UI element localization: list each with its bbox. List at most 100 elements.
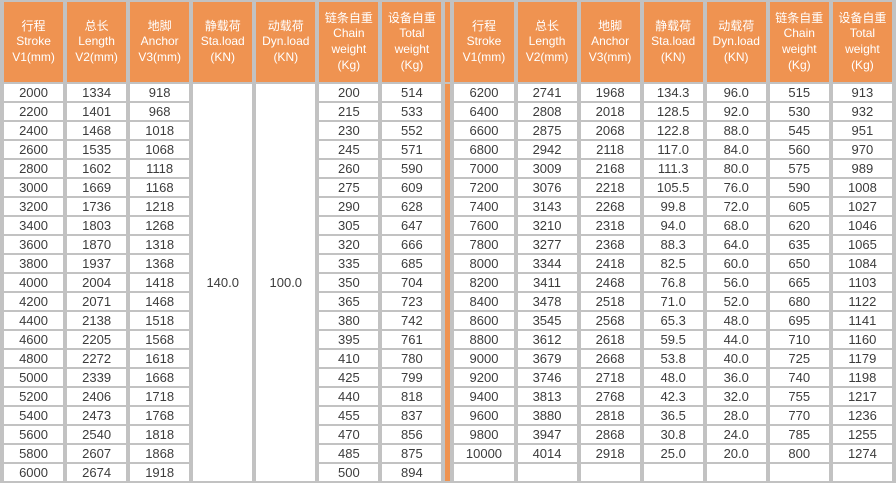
cell-left-stroke: 3800 <box>4 255 64 272</box>
cell-left-chain-weight: 380 <box>319 312 379 329</box>
col-header-left-dynamic-load: 动载荷 Dyn.load (KN) <box>256 2 316 82</box>
cell-right-length: 3344 <box>517 255 577 272</box>
cell-right-chain-weight: 635 <box>769 236 829 253</box>
cell-left-stroke: 2200 <box>4 103 64 120</box>
cell-left-length: 1736 <box>67 198 127 215</box>
cell-left-total-weight: 609 <box>382 179 442 196</box>
cell-right-dynamic-load: 40.0 <box>706 350 766 367</box>
cell-right-chain-weight: 650 <box>769 255 829 272</box>
cell-right-dynamic-load: 60.0 <box>706 255 766 272</box>
cell-right-length: 3210 <box>517 217 577 234</box>
cell-left-dynamic-load-merged: 100.0 <box>256 84 316 481</box>
col-header-left-stroke: 行程 Stroke V1(mm) <box>4 2 64 82</box>
cell-right-static-load: 99.8 <box>643 198 703 215</box>
cell-left-anchor: 1668 <box>130 369 190 386</box>
table-row: 3000 1669 1168 275 609 7200 3076 2218 105.5 76.0 5… <box>4 179 892 196</box>
cell-right-dynamic-load: 44.0 <box>706 331 766 348</box>
header-divider <box>445 2 451 82</box>
cell-right-anchor: 2118 <box>580 141 640 158</box>
table-row: 5000 2339 1668 425 799 9200 3746 2718 48.0 36.0 74… <box>4 369 892 386</box>
cell-left-chain-weight: 395 <box>319 331 379 348</box>
cell-left-total-weight: 571 <box>382 141 442 158</box>
cell-left-chain-weight: 500 <box>319 464 379 481</box>
cell-left-total-weight: 685 <box>382 255 442 272</box>
cell-right-static-load: 88.3 <box>643 236 703 253</box>
table-row: 2800 1602 1118 260 590 7000 3009 2168 111.3 80.0 5… <box>4 160 892 177</box>
cell-right-static-load: 122.8 <box>643 122 703 139</box>
cell-right-anchor: 1968 <box>580 84 640 101</box>
cell-left-anchor: 1468 <box>130 293 190 310</box>
cell-left-length: 2339 <box>67 369 127 386</box>
cell-left-length: 2071 <box>67 293 127 310</box>
table-row: 3600 1870 1318 320 666 7800 3277 2368 88.3 64.0 63… <box>4 236 892 253</box>
cell-right-static-load: 76.8 <box>643 274 703 291</box>
cell-left-chain-weight: 275 <box>319 179 379 196</box>
cell-right-total-weight: 1084 <box>832 255 892 272</box>
cell-right-length: 3813 <box>517 388 577 405</box>
cell-right-static-load: 42.3 <box>643 388 703 405</box>
cell-left-length: 1602 <box>67 160 127 177</box>
cell-right-length: 3545 <box>517 312 577 329</box>
cell-right-anchor: 2818 <box>580 407 640 424</box>
cell-right-chain-weight: 785 <box>769 426 829 443</box>
cell-right-anchor: 2668 <box>580 350 640 367</box>
cell-right-length: 3143 <box>517 198 577 215</box>
cell-right-length: 2942 <box>517 141 577 158</box>
col-header-left-length: 总长 Length V2(mm) <box>67 2 127 82</box>
col-header-left-chain-weight: 链条自重 Chain weight (Kg) <box>319 2 379 82</box>
cell-right-stroke <box>454 464 514 481</box>
cell-right-length: 2875 <box>517 122 577 139</box>
cell-right-length: 3746 <box>517 369 577 386</box>
cell-left-stroke: 4600 <box>4 331 64 348</box>
cell-right-stroke: 6600 <box>454 122 514 139</box>
cell-left-anchor: 1818 <box>130 426 190 443</box>
table-row: 3800 1937 1368 335 685 8000 3344 2418 82.5 60.0 65… <box>4 255 892 272</box>
cell-right-total-weight: 1141 <box>832 312 892 329</box>
cell-left-total-weight: 894 <box>382 464 442 481</box>
cell-right-total-weight: 1065 <box>832 236 892 253</box>
cell-right-static-load: 48.0 <box>643 369 703 386</box>
cell-left-length: 1669 <box>67 179 127 196</box>
cell-right-total-weight: 1008 <box>832 179 892 196</box>
cell-right-length: 3277 <box>517 236 577 253</box>
col-header-right-chain-weight: 链条自重 Chain weight (Kg) <box>769 2 829 82</box>
cell-right-stroke: 9600 <box>454 407 514 424</box>
cell-right-anchor: 2268 <box>580 198 640 215</box>
cell-right-anchor: 2018 <box>580 103 640 120</box>
cell-left-length: 1803 <box>67 217 127 234</box>
cell-left-length: 1401 <box>67 103 127 120</box>
cell-left-anchor: 1918 <box>130 464 190 481</box>
cell-right-anchor: 2318 <box>580 217 640 234</box>
cell-right-anchor: 2618 <box>580 331 640 348</box>
cell-right-total-weight: 1179 <box>832 350 892 367</box>
cell-left-total-weight: 514 <box>382 84 442 101</box>
cell-right-anchor: 2568 <box>580 312 640 329</box>
cell-left-total-weight: 704 <box>382 274 442 291</box>
cell-right-chain-weight: 710 <box>769 331 829 348</box>
cell-left-anchor: 1368 <box>130 255 190 272</box>
cell-right-dynamic-load: 24.0 <box>706 426 766 443</box>
cell-left-chain-weight: 335 <box>319 255 379 272</box>
col-header-left-anchor: 地脚 Anchor V3(mm) <box>130 2 190 82</box>
cell-left-stroke: 2600 <box>4 141 64 158</box>
cell-left-total-weight: 875 <box>382 445 442 462</box>
col-header-right-dynamic-load: 动载荷 Dyn.load (KN) <box>706 2 766 82</box>
cell-right-stroke: 7600 <box>454 217 514 234</box>
cell-left-total-weight: 780 <box>382 350 442 367</box>
cell-left-stroke: 5600 <box>4 426 64 443</box>
cell-left-total-weight: 837 <box>382 407 442 424</box>
cell-left-stroke: 6000 <box>4 464 64 481</box>
cell-right-stroke: 7400 <box>454 198 514 215</box>
col-header-right-total-weight: 设备自重 Total weight (Kg) <box>832 2 892 82</box>
cell-right-chain-weight: 695 <box>769 312 829 329</box>
cell-left-length: 2674 <box>67 464 127 481</box>
cell-left-length: 2607 <box>67 445 127 462</box>
cell-right-anchor: 2718 <box>580 369 640 386</box>
cell-left-stroke: 5200 <box>4 388 64 405</box>
col-header-left-total-weight: 设备自重 Total weight (Kg) <box>382 2 442 82</box>
table-row: 5400 2473 1768 455 837 9600 3880 2818 36.5 28.0 77… <box>4 407 892 424</box>
cell-right-length: 4014 <box>517 445 577 462</box>
cell-right-static-load: 59.5 <box>643 331 703 348</box>
cell-right-length: 3478 <box>517 293 577 310</box>
cell-right-static-load: 65.3 <box>643 312 703 329</box>
